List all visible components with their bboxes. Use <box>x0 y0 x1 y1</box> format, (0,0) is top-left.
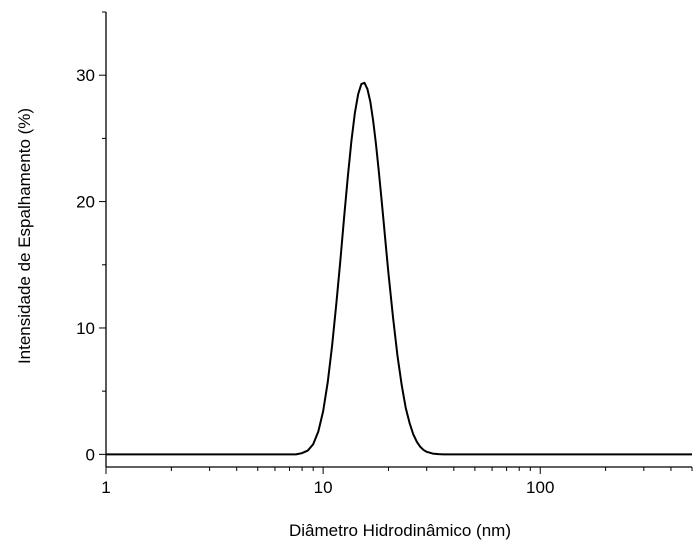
y-tick-label: 20 <box>76 193 95 212</box>
y-tick-label: 10 <box>76 319 95 338</box>
y-tick-label: 30 <box>76 66 95 85</box>
x-tick-label: 1 <box>101 478 110 497</box>
distribution-line <box>106 81 692 456</box>
x-tick-label: 10 <box>314 478 333 497</box>
y-axis-title: Intensidade de Espalhamento (%) <box>15 108 34 364</box>
y-tick-label: 0 <box>86 445 95 464</box>
x-axis-title: Diâmetro Hidrodinâmico (nm) <box>289 521 511 540</box>
x-tick-label: 100 <box>526 478 554 497</box>
ticks: 0 10 20 30 1 10 100 <box>76 11 693 497</box>
series <box>106 81 692 456</box>
axes <box>105 12 692 468</box>
